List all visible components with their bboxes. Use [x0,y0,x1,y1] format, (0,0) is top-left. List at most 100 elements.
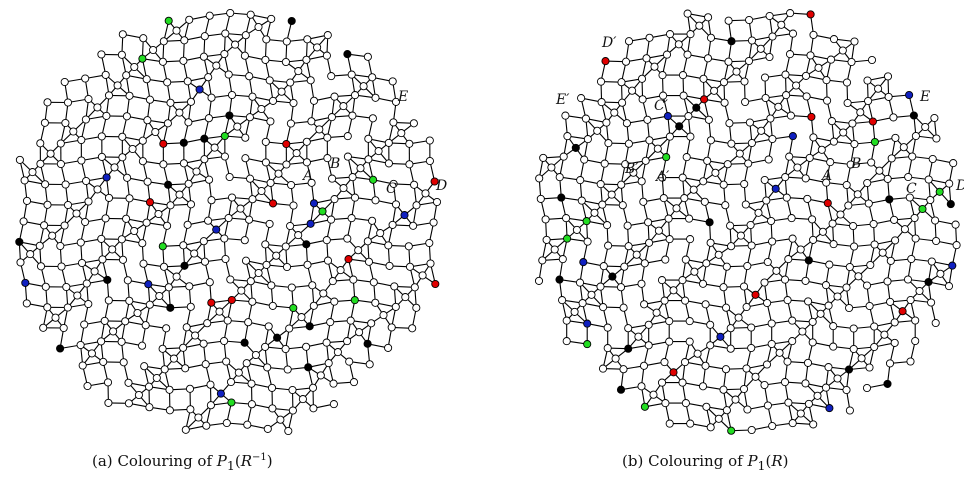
vertex [367,319,376,328]
vertex [391,302,400,311]
vertex [104,296,113,305]
vertex [180,36,189,45]
vertex [723,160,732,169]
vertex [117,235,126,244]
vertex [618,201,627,210]
vertex [190,249,199,258]
vertex [652,308,661,317]
vertex [658,173,667,182]
vertex [388,77,397,86]
vertex [632,250,641,259]
vertex-blue [21,278,30,287]
vertex [231,40,240,49]
vertex [679,91,688,100]
vertex [184,118,193,127]
vertex [825,260,834,269]
vertex [139,259,148,268]
vertex-green [369,175,378,184]
vertex [658,71,667,80]
vertex [160,365,169,374]
vertex-red [268,199,278,208]
vertex [401,293,410,302]
vertex [82,176,91,186]
vertex [616,283,626,292]
vertex [363,52,372,61]
vertex [237,286,246,295]
vertex [206,401,215,410]
caption-b-math-arg: R [771,452,783,470]
vertex [562,316,571,325]
vertex [15,155,24,164]
vertex [640,300,649,309]
vertex [581,114,590,123]
vertex [690,267,699,276]
vertex [118,255,128,264]
vertex [710,86,719,95]
vertex [350,91,360,100]
vertex [205,11,214,20]
vertex [138,157,147,166]
vertex [624,37,634,46]
vertex [725,119,734,128]
vertex [766,114,775,123]
vertex [604,241,613,250]
vertex [908,152,917,161]
vertex [821,281,831,290]
vertex-black [287,16,296,26]
vertex [784,398,793,407]
vertex [81,115,90,124]
caption-a: (a) Colouring of P1(R−1) [92,452,273,473]
vertex [741,97,750,107]
vertex-black [692,103,701,112]
vertex [165,406,174,415]
vertex-green [640,402,649,411]
vertex [796,409,805,418]
vertex [130,226,139,236]
vertex [374,147,383,156]
vertex [287,283,296,292]
vertex [371,196,380,205]
vertex [97,152,106,161]
vertex [327,113,336,122]
vertex-blue [400,211,409,220]
vertex-green [662,153,671,162]
vertex [915,286,924,296]
vertex [547,163,556,172]
point-label-panel-a-1: B [329,156,340,172]
vertex [327,215,336,224]
vertex [680,194,689,203]
vertex [179,56,188,65]
vertex [693,349,702,358]
vertex [890,318,899,327]
vertex [856,108,865,117]
vertex [624,242,633,251]
vertex [77,135,86,145]
vertex [142,75,151,84]
vertex-black [166,303,175,312]
vertex [792,81,801,90]
point-label-panel-b-6: B′ [624,161,639,177]
vertex [900,225,909,234]
vertex [63,98,73,107]
vertex [558,296,567,305]
vertex [246,10,255,19]
vertex [781,70,790,79]
vertex [288,406,297,415]
vertex [699,74,708,83]
vertex-red [806,10,815,19]
vertex [226,275,235,284]
vertex [801,71,811,80]
vertex [685,317,694,326]
vertex [610,108,619,117]
vertex [685,337,694,346]
vertex [541,215,550,224]
vertex [870,342,879,352]
caption-b-math-base: P [747,452,758,470]
vertex [169,354,178,363]
vertex-blue [306,219,315,228]
vertex [623,221,632,230]
vertex [349,378,359,387]
vertex [911,131,920,141]
vertex [644,218,653,227]
point-label-panel-b-2: C [906,181,917,197]
